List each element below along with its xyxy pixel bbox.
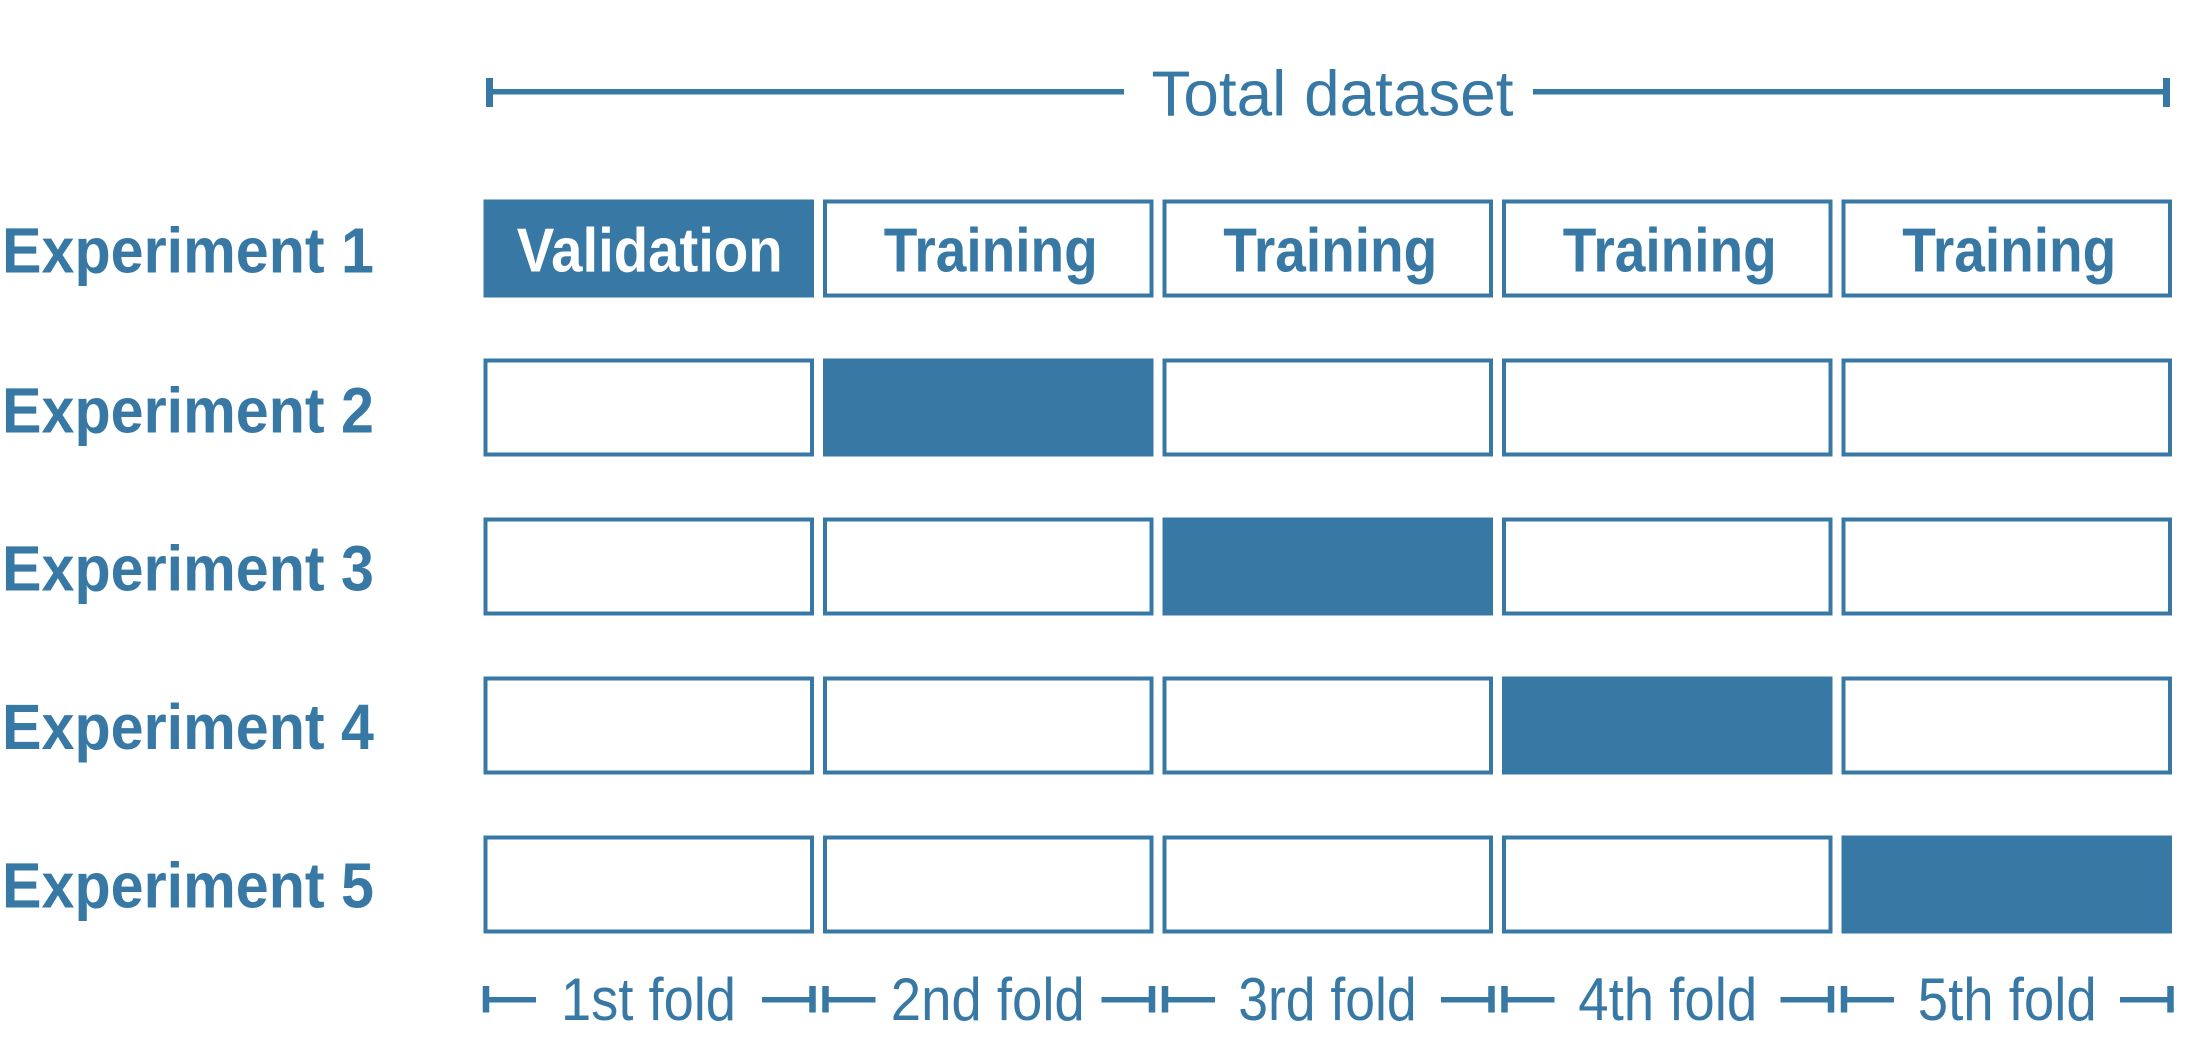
svg-text:1st fold: 1st fold [561,966,736,1033]
svg-text:2nd fold: 2nd fold [891,966,1085,1033]
svg-text:3rd fold: 3rd fold [1238,966,1417,1033]
svg-text:Experiment 1: Experiment 1 [2,215,374,287]
svg-text:Training: Training [884,216,1098,285]
svg-text:Training: Training [1563,216,1777,285]
svg-text:Total dataset: Total dataset [1152,58,1514,130]
svg-text:4th fold: 4th fold [1578,966,1757,1033]
svg-text:Experiment 5: Experiment 5 [2,850,374,922]
svg-text:Training: Training [1223,216,1437,285]
svg-text:Validation: Validation [517,216,783,285]
svg-text:Experiment 2: Experiment 2 [2,375,374,447]
svg-text:Experiment 4: Experiment 4 [2,691,374,763]
svg-text:5th fold: 5th fold [1918,966,2097,1033]
svg-text:Training: Training [1902,216,2116,285]
svg-text:Experiment 3: Experiment 3 [2,533,374,605]
